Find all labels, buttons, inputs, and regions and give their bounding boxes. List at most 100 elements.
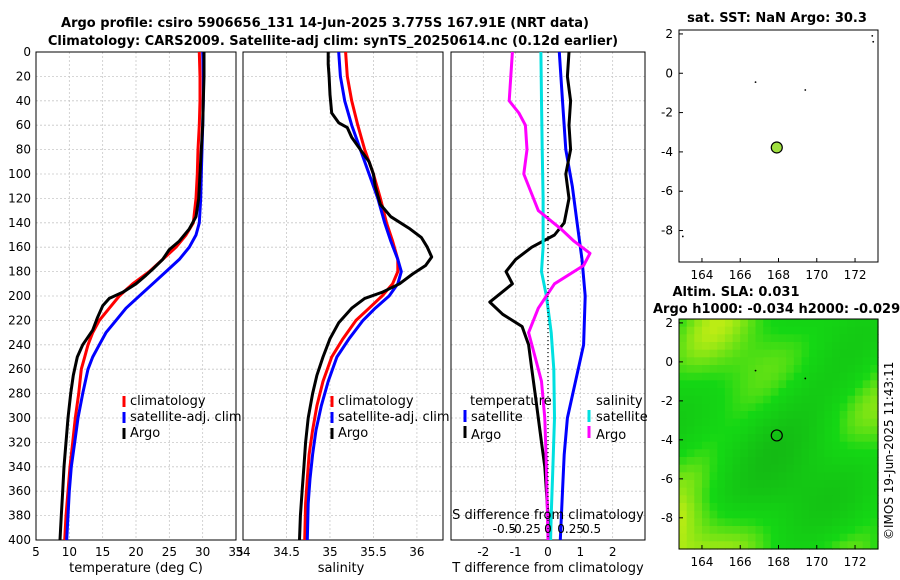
x-tick-label: 20 xyxy=(128,545,143,559)
heatmap-cell xyxy=(862,441,871,450)
heatmap-cell xyxy=(801,495,810,504)
heatmap-cell xyxy=(809,334,818,343)
heatmap-cell xyxy=(755,526,764,535)
heatmap-cell xyxy=(747,380,757,389)
heatmap-cell xyxy=(686,403,695,412)
heatmap-cell xyxy=(740,411,749,420)
heatmap-cell xyxy=(724,334,734,343)
heatmap-cell xyxy=(755,464,764,473)
series-line-t-argo xyxy=(488,51,573,541)
heatmap-cell xyxy=(702,526,711,535)
heatmap-cell xyxy=(862,449,871,458)
heatmap-cell xyxy=(763,495,772,504)
heatmap-cell xyxy=(740,388,749,397)
heatmap-cell xyxy=(724,380,734,389)
heatmap-cell xyxy=(763,541,772,550)
heatmap-cell xyxy=(702,441,711,450)
heatmap-cell xyxy=(786,518,795,527)
heatmap-cell xyxy=(717,480,726,489)
heatmap-cell xyxy=(770,395,780,404)
heatmap-cell xyxy=(755,434,764,443)
heatmap-cell xyxy=(709,533,718,542)
heatmap-cell xyxy=(763,372,772,381)
heatmap-cell xyxy=(770,541,780,550)
x-tick-label: 5 xyxy=(32,545,40,559)
x-tick-label: 172 xyxy=(844,555,867,569)
heatmap-cell xyxy=(679,411,688,420)
y-tick-label: 140 xyxy=(8,216,31,230)
heatmap-cell xyxy=(709,326,718,335)
heatmap-cell xyxy=(763,533,772,542)
heatmap-cell xyxy=(770,487,780,496)
heatmap-cell xyxy=(717,426,726,435)
heatmap-cell xyxy=(809,541,818,550)
heatmap-cell xyxy=(855,526,864,535)
heatmap-cell xyxy=(778,441,787,450)
heatmap-cell xyxy=(740,457,749,466)
heatmap-cell xyxy=(770,518,780,527)
heatmap-cell xyxy=(709,365,718,374)
heatmap-cell xyxy=(793,403,803,412)
heatmap-cell xyxy=(724,349,734,358)
heatmap-cell xyxy=(702,349,711,358)
heatmap-cell xyxy=(709,411,718,420)
heatmap-cell xyxy=(770,403,780,412)
heatmap-cell xyxy=(679,357,688,366)
heatmap-cell xyxy=(793,342,803,351)
heatmap-cell xyxy=(824,342,833,351)
heatmap-cell xyxy=(809,510,818,519)
heatmap-cell xyxy=(801,380,810,389)
heatmap-cell xyxy=(717,503,726,512)
heatmap-cell xyxy=(786,334,795,343)
sla-map-title: Altim. SLA: 0.031 xyxy=(673,285,800,300)
heatmap-cell xyxy=(809,480,818,489)
heatmap-cell xyxy=(686,503,695,512)
y-tick-label: 2 xyxy=(665,316,673,330)
heatmap-cell xyxy=(832,334,841,343)
heatmap-cell xyxy=(694,411,703,420)
heatmap-cell xyxy=(816,388,826,397)
heatmap-cell xyxy=(778,464,787,473)
heatmap-cell xyxy=(870,365,879,374)
heatmap-cell xyxy=(855,449,864,458)
heatmap-cell xyxy=(694,503,703,512)
heatmap-cell xyxy=(786,365,795,374)
heatmap-cell xyxy=(686,464,695,473)
heatmap-cell xyxy=(778,518,787,527)
x-tick-label: 34.5 xyxy=(273,545,300,559)
heatmap-cell xyxy=(855,457,864,466)
heatmap-cell xyxy=(824,526,833,535)
heatmap-cell xyxy=(694,434,703,443)
heatmap-cell xyxy=(770,464,780,473)
heatmap-cell xyxy=(839,334,848,343)
heatmap-cell xyxy=(786,457,795,466)
y-tick-label: 240 xyxy=(8,338,31,352)
heatmap-cell xyxy=(694,495,703,504)
heatmap-cell xyxy=(724,395,734,404)
y-tick-label: 320 xyxy=(8,435,31,449)
heatmap-cell xyxy=(732,503,741,512)
heatmap-cell xyxy=(732,426,741,435)
heatmap-cell xyxy=(763,441,772,450)
heatmap-cell xyxy=(686,457,695,466)
heatmap-cell xyxy=(855,395,864,404)
heatmap-cell xyxy=(770,495,780,504)
heatmap-cell xyxy=(770,472,780,481)
heatmap-cell xyxy=(679,526,688,535)
heatmap-cell xyxy=(763,480,772,489)
heatmap-cell xyxy=(679,349,688,358)
salinity-xlabel: salinity xyxy=(318,561,365,576)
heatmap-cell xyxy=(755,495,764,504)
heatmap-cell xyxy=(862,464,871,473)
x-tick-label: 172 xyxy=(844,268,867,282)
heatmap-cell xyxy=(732,449,741,458)
heatmap-cell xyxy=(740,503,749,512)
heatmap-cell xyxy=(839,403,848,412)
heatmap-cell xyxy=(778,365,787,374)
heatmap-cell xyxy=(770,441,780,450)
heatmap-cell xyxy=(824,464,833,473)
heatmap-cell xyxy=(793,487,803,496)
heatmap-cell xyxy=(763,388,772,397)
heatmap-cell xyxy=(755,480,764,489)
heatmap-cell xyxy=(724,403,734,412)
